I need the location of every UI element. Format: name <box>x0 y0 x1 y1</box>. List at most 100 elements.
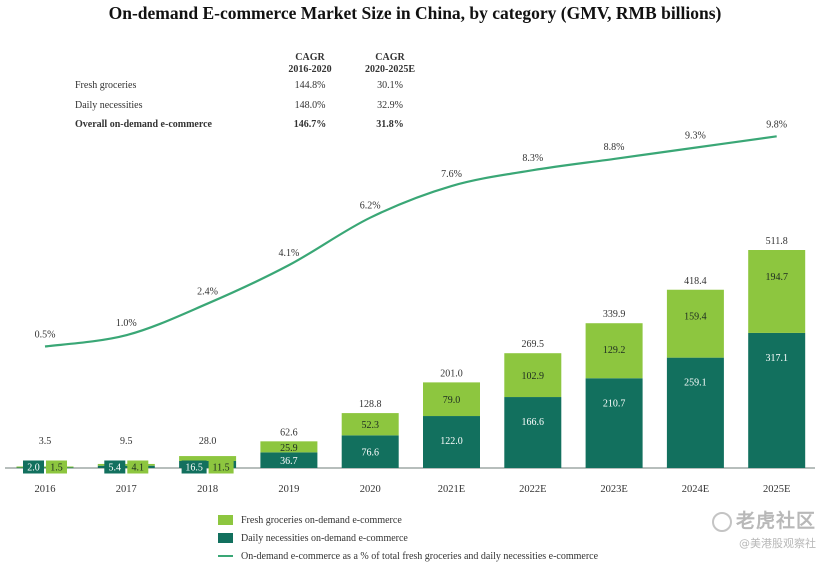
legend-label-line: On-demand e-commerce as a % of total fre… <box>241 550 599 562</box>
bar-fresh-2017 <box>97 463 155 466</box>
total-label-2023E: 339.9 <box>603 309 626 320</box>
cagr-value: 32.9% <box>377 99 403 111</box>
total-label-2025E: 511.8 <box>766 236 788 247</box>
data-label-fresh-2024E: 159.4 <box>684 312 707 323</box>
bar-daily-2024E <box>666 357 724 468</box>
data-label-fresh-2017: 4.1 <box>132 463 145 474</box>
data-label-fresh-2021E: 79.0 <box>443 395 461 406</box>
bar-fresh-2016 <box>16 466 74 468</box>
label-box-daily-2017 <box>104 460 126 474</box>
data-label-fresh-2018: 11.5 <box>213 463 230 474</box>
total-label-2022E: 269.5 <box>522 339 545 350</box>
x-tick-2023E: 2023E <box>600 484 627 495</box>
chart-title: On-demand E-commerce Market Size in Chin… <box>108 3 722 23</box>
bar-daily-2016 <box>16 467 74 469</box>
x-tick-2021E: 2021E <box>438 484 465 495</box>
line-label-2019: 4.1% <box>278 248 299 259</box>
cagr-value: 31.8% <box>376 119 404 130</box>
data-label-fresh-2019: 25.9 <box>280 443 298 454</box>
cagr-row-label: Daily necessities <box>75 99 143 111</box>
bar-fresh-2021E <box>423 382 480 417</box>
cagr-table: CAGR 2016-2020 CAGR 2020-2025E Fresh groce… <box>75 52 430 135</box>
bar-fresh-2024E <box>666 289 724 358</box>
legend-swatch-fresh <box>218 515 233 525</box>
legend-label-fresh: Fresh groceries on-demand e-commerce <box>241 514 402 526</box>
legend-item-fresh: Fresh groceries on-demand e-commerce <box>218 511 598 529</box>
cagr-row-label: Fresh groceries <box>75 80 137 91</box>
data-label-daily-2022E: 166.6 <box>522 417 545 428</box>
data-label-daily-2025E: 317.1 <box>765 353 788 364</box>
total-label-2017: 9.5 <box>120 436 133 447</box>
tiger-paw-icon <box>711 511 732 532</box>
label-box-daily-2016 <box>23 460 44 474</box>
line-label-2021E: 7.6% <box>441 169 462 180</box>
total-label-2019: 62.6 <box>280 427 298 438</box>
cagr-value: 146.7% <box>293 119 327 130</box>
share-line <box>44 135 777 348</box>
line-label-2017: 1.0% <box>116 318 137 329</box>
cagr-row-overall: Overall on-demand e-commerce 146.7% 31.8… <box>75 115 430 135</box>
data-label-daily-2017: 5.4 <box>109 463 122 474</box>
bar-fresh-2025E <box>748 250 806 333</box>
data-label-daily-2021E: 122.0 <box>440 436 463 447</box>
line-label-2025E: 9.8% <box>766 119 787 130</box>
data-label-daily-2023E: 210.7 <box>603 398 626 409</box>
watermark: 老虎社区 @美港股观察社 <box>711 506 816 551</box>
label-box-fresh-2016 <box>46 460 67 474</box>
x-tick-2024E: 2024E <box>682 484 709 495</box>
cagr-row-fresh: Fresh groceries 144.8% 30.1% <box>75 76 430 96</box>
x-tick-2022E: 2022E <box>519 484 546 495</box>
bar-daily-2022E <box>504 397 562 468</box>
bar-daily-2021E <box>423 416 480 468</box>
bar-daily-2018 <box>179 460 237 468</box>
line-label-2023E: 8.8% <box>604 142 625 153</box>
cagr-header-2016-2020: CAGR 2016-2020 <box>288 52 332 75</box>
cagr-row-label: Overall on-demand e-commerce <box>75 119 212 130</box>
bar-fresh-2023E <box>585 323 643 379</box>
cagr-header-2020-2025: CAGR 2020-2025E <box>365 52 415 75</box>
data-label-daily-2024E: 259.1 <box>684 378 707 389</box>
line-label-2024E: 9.3% <box>685 131 706 142</box>
total-label-2020: 128.8 <box>359 399 382 410</box>
bar-daily-2020 <box>341 435 399 468</box>
legend-swatch-daily <box>218 533 233 543</box>
total-label-2016: 3.5 <box>39 436 52 447</box>
data-label-daily-2018: 16.5 <box>185 463 203 474</box>
x-tick-2025E: 2025E <box>763 484 790 495</box>
x-tick-2019: 2019 <box>278 484 299 495</box>
bar-daily-2017 <box>97 465 155 468</box>
bar-daily-2025E <box>748 332 806 468</box>
line-label-2016: 0.5% <box>35 330 56 341</box>
x-tick-2020: 2020 <box>360 484 381 495</box>
data-label-fresh-2023E: 129.2 <box>603 345 626 356</box>
bar-daily-2023E <box>585 378 643 468</box>
total-label-2018: 28.0 <box>199 436 217 447</box>
data-label-daily-2016: 2.0 <box>27 463 40 474</box>
bar-fresh-2022E <box>504 353 562 398</box>
bar-fresh-2020 <box>341 413 399 436</box>
bar-fresh-2019 <box>260 441 318 453</box>
bar-daily-2019 <box>260 452 318 468</box>
cagr-value: 144.8% <box>294 80 326 91</box>
data-label-fresh-2016: 1.5 <box>50 463 63 474</box>
cagr-row-daily: Daily necessities 148.0% 32.9% <box>75 96 430 116</box>
watermark-handle: @美港股观察社 <box>739 537 816 550</box>
data-label-daily-2020: 76.6 <box>361 448 379 459</box>
legend-item-line: On-demand e-commerce as a % of total fre… <box>218 547 598 565</box>
watermark-brand: 老虎社区 <box>735 510 816 532</box>
data-label-daily-2019: 36.7 <box>280 456 298 467</box>
total-label-2024E: 418.4 <box>684 276 707 287</box>
cagr-value: 148.0% <box>294 99 326 111</box>
legend: Fresh groceries on-demand e-commerce Dai… <box>218 511 598 565</box>
x-tick-2016: 2016 <box>35 484 56 495</box>
data-label-fresh-2022E: 102.9 <box>522 371 545 382</box>
x-tick-2017: 2017 <box>116 484 137 495</box>
x-tick-2018: 2018 <box>197 484 218 495</box>
line-label-2018: 2.4% <box>197 287 218 298</box>
legend-item-daily: Daily necessities on-demand e-commerce <box>218 529 598 547</box>
cagr-value: 30.1% <box>377 80 403 91</box>
legend-label-daily: Daily necessities on-demand e-commerce <box>241 532 408 544</box>
label-box-daily-2018 <box>181 460 207 474</box>
line-label-2022E: 8.3% <box>522 153 543 164</box>
